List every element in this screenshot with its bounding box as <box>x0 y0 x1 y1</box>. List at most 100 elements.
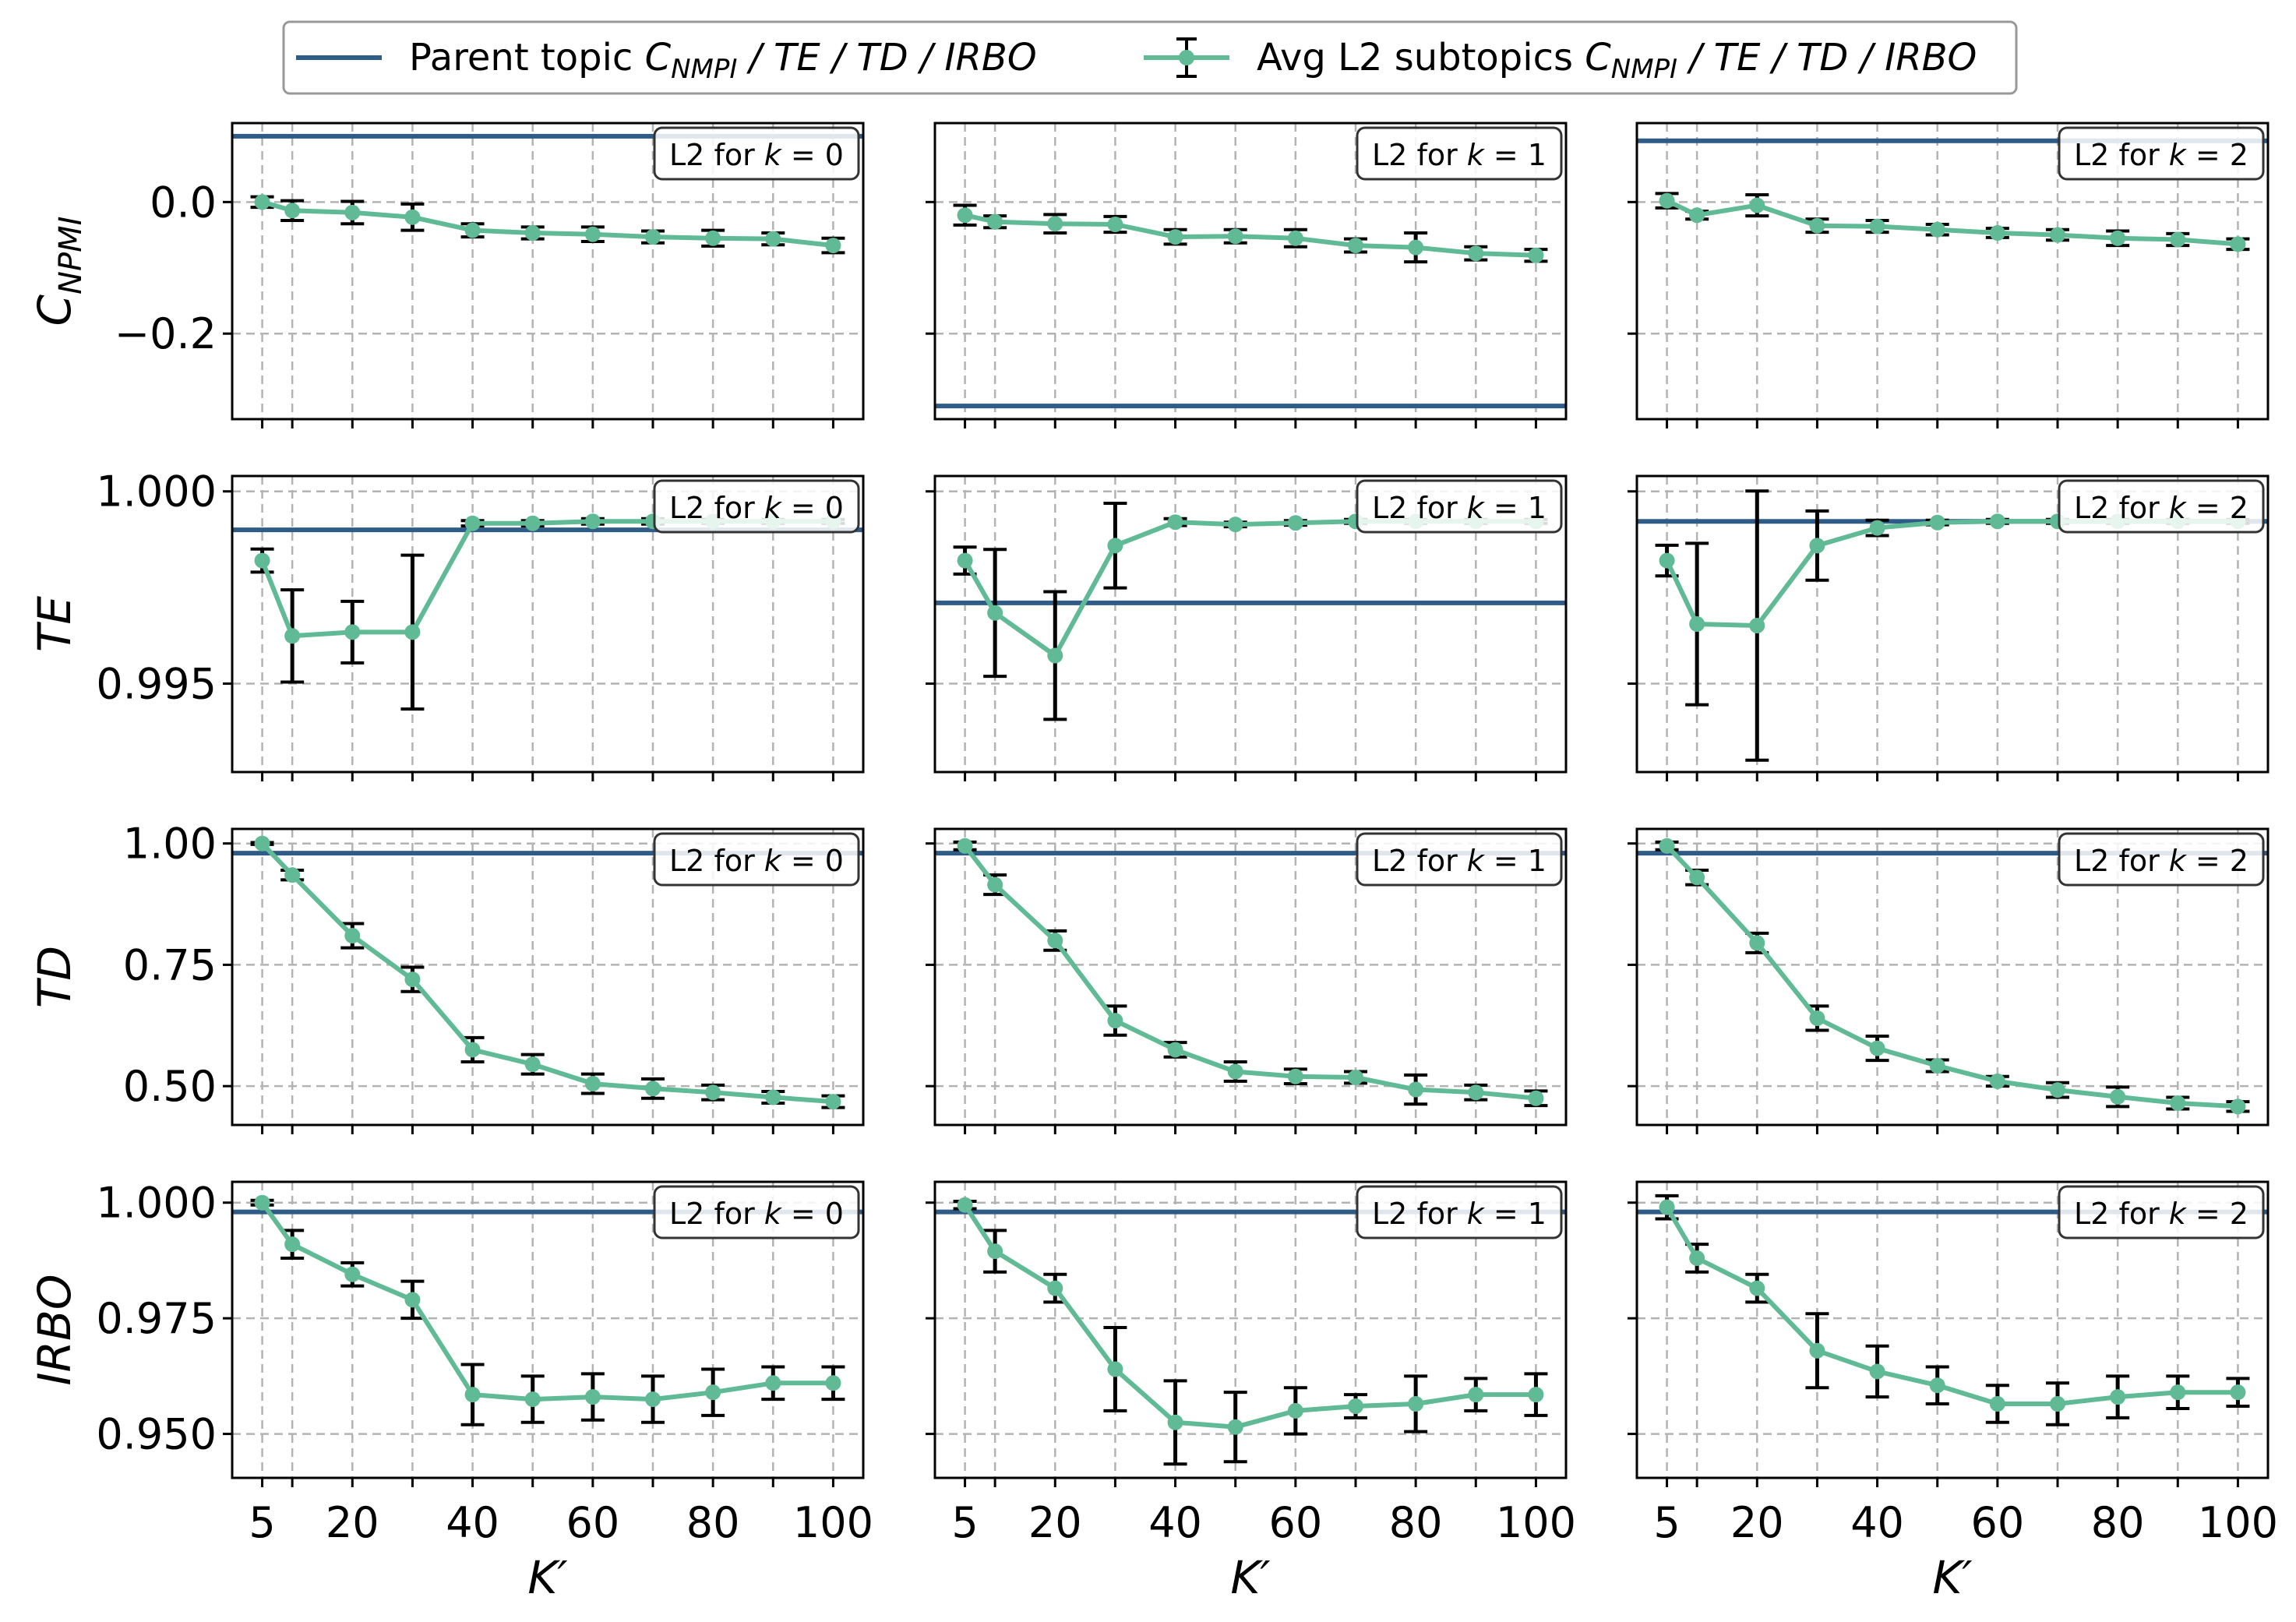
data-point <box>1227 1419 1243 1435</box>
panel-te-k1: L2 for k = 1 <box>926 474 1568 781</box>
data-point <box>524 1056 541 1073</box>
data-point <box>284 867 301 883</box>
data-point <box>1659 1199 1675 1215</box>
data-point <box>765 1089 781 1105</box>
data-point <box>284 203 301 219</box>
panel-badge-label: L2 for k = 1 <box>1372 491 1547 525</box>
data-point <box>645 1081 661 1097</box>
data-point <box>1227 228 1243 245</box>
panel-te-k0: L2 for k = 0 1.000 0.995 TE <box>28 467 865 781</box>
data-point <box>705 230 721 246</box>
x-tick-label: 20 <box>1730 1498 1784 1547</box>
data-point <box>825 238 841 254</box>
data-point <box>1528 247 1544 263</box>
data-point <box>1167 1042 1183 1058</box>
data-point <box>524 1391 541 1408</box>
data-point <box>1689 616 1705 632</box>
data-point <box>1348 1398 1363 1414</box>
data-point <box>1167 1414 1183 1430</box>
panel-badge <box>1356 126 1563 181</box>
data-point <box>1659 837 1675 854</box>
panel-badge <box>2058 1185 2265 1239</box>
data-point <box>2110 230 2126 246</box>
data-point <box>765 1375 781 1391</box>
panel-badge-label: L2 for k = 1 <box>1372 138 1547 172</box>
data-point <box>464 1042 481 1058</box>
data-point <box>344 1266 361 1282</box>
legend-avg-label: Avg L2 subtopics CNMPI / TE / TD / IRBO <box>1257 36 1977 85</box>
data-point <box>2110 1389 2126 1405</box>
x-tick-label: 40 <box>1850 1498 1904 1547</box>
data-point <box>1809 1342 1825 1359</box>
y-tick-label: 1.000 <box>96 1179 217 1228</box>
axes-frame <box>231 827 865 1127</box>
data-point <box>1348 1069 1363 1085</box>
x-axis-title: K′ <box>527 1551 567 1604</box>
x-tick-label: 80 <box>686 1498 740 1547</box>
data-point <box>1869 520 1885 536</box>
data-point <box>464 515 481 531</box>
x-axis-title: K′ <box>1932 1551 1972 1604</box>
panel-badge <box>1356 1185 1563 1239</box>
panel-badge <box>1356 479 1563 534</box>
y-axis-title: TE <box>28 596 81 652</box>
data-point <box>645 1391 661 1408</box>
panel-td-k1: L2 for k = 1 <box>926 827 1568 1134</box>
panel-te-k2: L2 for k = 2 <box>1628 474 2270 781</box>
panel-c-npmi-k2: L2 for k = 2 <box>1628 122 2270 428</box>
data-point <box>1929 1058 1945 1074</box>
data-point <box>1047 1280 1063 1296</box>
data-point <box>1749 197 1765 213</box>
data-point <box>705 1084 721 1101</box>
x-tick-label: 60 <box>1970 1498 2024 1547</box>
data-point <box>1107 1361 1123 1377</box>
data-point <box>2170 231 2186 248</box>
x-tick-label: 100 <box>1496 1498 1576 1547</box>
y-tick-label: 0.950 <box>96 1410 217 1459</box>
data-point <box>1989 1073 2005 1089</box>
data-point <box>1227 517 1243 533</box>
data-point <box>825 1094 841 1110</box>
panel-badge <box>653 479 860 534</box>
y-tick-label: 0.995 <box>96 659 217 708</box>
panel-irbo-k0: L2 for k = 0 1.000 0.975 0.950 5 20 40 60 80 100 K… <box>28 1179 873 1604</box>
data-point <box>2170 1384 2186 1401</box>
data-point <box>1929 1377 1945 1394</box>
data-point <box>1287 230 1303 246</box>
data-point <box>254 194 270 210</box>
axes-frame <box>933 122 1568 421</box>
panel-badge <box>2058 126 2265 181</box>
data-point <box>1689 1250 1705 1266</box>
panel-badge <box>1356 832 1563 887</box>
x-tick-label: 20 <box>1028 1498 1082 1547</box>
data-point <box>1408 1081 1424 1098</box>
data-point <box>1989 513 2005 530</box>
panel-badge-label: L2 for k = 2 <box>2074 1197 2248 1231</box>
data-point <box>254 1194 270 1211</box>
panel-badge-label: L2 for k = 0 <box>669 844 844 878</box>
data-point <box>1107 538 1123 554</box>
data-point <box>987 876 1003 893</box>
data-point <box>2110 1088 2126 1105</box>
data-point <box>344 928 361 944</box>
data-point <box>1047 933 1063 949</box>
panel-badge <box>653 126 860 181</box>
panel-c-npmi-k0: L2 for k = 0 0.0 −0.2 CNPMI <box>28 122 865 428</box>
axes-frame <box>1635 827 2270 1127</box>
data-point <box>987 1243 1003 1260</box>
y-tick-label: 0.50 <box>123 1062 217 1111</box>
data-point <box>254 835 270 852</box>
legend: Parent topic CNMPI / TE / TD / IRBO Avg L… <box>282 20 2018 95</box>
data-point <box>1468 1387 1484 1403</box>
y-axis-title: IRBO <box>28 1275 81 1386</box>
data-point <box>1468 1084 1484 1101</box>
data-point <box>1167 229 1183 245</box>
x-tick-label: 80 <box>1389 1498 1443 1547</box>
data-point <box>1287 1402 1303 1419</box>
data-point <box>1869 218 1885 234</box>
data-point <box>2230 236 2246 252</box>
data-point <box>584 1389 601 1405</box>
data-point <box>1659 192 1675 209</box>
data-point <box>825 1375 841 1391</box>
